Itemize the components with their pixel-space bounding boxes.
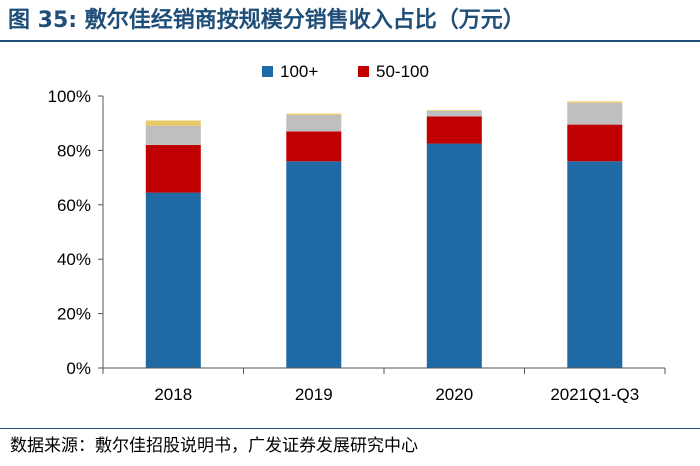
- y-tick-label: 100%: [48, 87, 91, 106]
- x-tick-label: 2018: [154, 385, 192, 404]
- title-divider: [0, 40, 700, 42]
- legend-label: 50-100: [376, 62, 429, 81]
- legend-label: 100+: [280, 62, 318, 81]
- bar-segment-series4-2018: [145, 120, 201, 126]
- stacked-bar-chart: 0% 20% 40% 60% 80% 100% 2018 2019 2020 2021Q1-Q3…: [48, 62, 666, 404]
- y-tick-label: 60%: [57, 196, 91, 215]
- bar-segment-series3-2018: [145, 125, 201, 145]
- y-tick-label: 40%: [57, 250, 91, 269]
- y-tick-label: 20%: [57, 305, 91, 324]
- plot-area: [145, 101, 623, 368]
- bar-segment-series4-2019: [286, 113, 342, 116]
- bar-segment-50-100-2018: [145, 145, 201, 193]
- legend-swatch: [358, 66, 369, 77]
- x-tick-label: 2021Q1-Q3: [550, 385, 639, 404]
- bar-segment-series3-2019: [286, 115, 342, 132]
- y-tick-label: 0%: [66, 359, 91, 378]
- source-divider: [0, 428, 700, 429]
- bar-segment-100plus-2018: [145, 192, 201, 368]
- x-axis: 2018 2019 2020 2021Q1-Q3: [102, 367, 666, 404]
- bar-segment-series4-2020: [426, 110, 482, 111]
- legend-swatch: [262, 66, 273, 77]
- y-axis: 0% 20% 40% 60% 80% 100%: [48, 87, 104, 378]
- bar-segment-50-100-2019: [286, 131, 342, 162]
- bar-segment-50-100-2021Q1-Q3: [567, 124, 623, 162]
- bar-segment-100plus-2019: [286, 161, 342, 368]
- page-title: 图 35: 敷尔佳经销商按规模分销售收入占比（万元）: [8, 8, 525, 33]
- bar-segment-series3-2021Q1-Q3: [567, 102, 623, 125]
- bar-segment-100plus-2020: [426, 143, 482, 368]
- bar-segment-series4-2021Q1-Q3: [567, 101, 623, 103]
- x-tick-label: 2020: [435, 385, 473, 404]
- bar-segment-50-100-2020: [426, 116, 482, 144]
- source-note: 数据来源：敷尔佳招股说明书，广发证券发展研究中心: [10, 436, 418, 456]
- x-tick-label: 2019: [295, 385, 333, 404]
- bar-segment-100plus-2021Q1-Q3: [567, 161, 623, 368]
- legend: 100+ 50-100: [262, 62, 429, 81]
- bar-segment-series3-2020: [426, 111, 482, 117]
- y-tick-label: 80%: [57, 141, 91, 160]
